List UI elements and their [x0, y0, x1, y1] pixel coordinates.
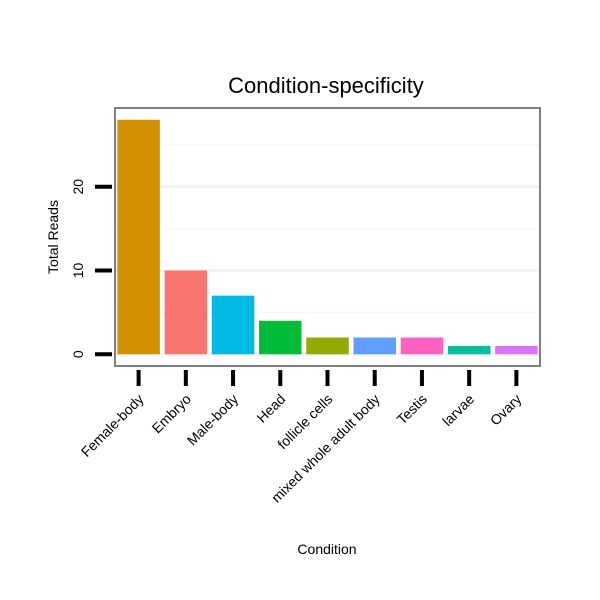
bars [117, 119, 538, 355]
plot-panel-border [114, 107, 541, 367]
y-tick-label: 0 [70, 350, 86, 358]
bar [400, 337, 444, 355]
x-axis-title: Condition [297, 541, 356, 557]
bar [447, 345, 491, 355]
x-tick-label: Head [253, 391, 288, 426]
chart-title: Condition-specificity [228, 73, 424, 98]
x-tick-label: Ovary [487, 391, 525, 429]
bar [117, 119, 160, 355]
x-tick-label: Male-body [184, 391, 242, 449]
y-tick-label: 10 [70, 263, 86, 279]
y-axis-title: Total Reads [45, 200, 61, 274]
x-tick-label: Testis [393, 391, 430, 428]
y-axis: 0 10 20 [70, 179, 112, 358]
x-tick-label: larvae [439, 391, 477, 429]
bar [211, 295, 255, 355]
x-tick-label: Embryo [149, 391, 195, 437]
y-tick-label: 20 [70, 179, 86, 195]
bar [259, 320, 302, 355]
bar [164, 270, 208, 355]
bar [495, 345, 538, 355]
x-tick-label: Female-body [78, 391, 147, 460]
bar [353, 337, 396, 355]
bar [306, 337, 349, 355]
